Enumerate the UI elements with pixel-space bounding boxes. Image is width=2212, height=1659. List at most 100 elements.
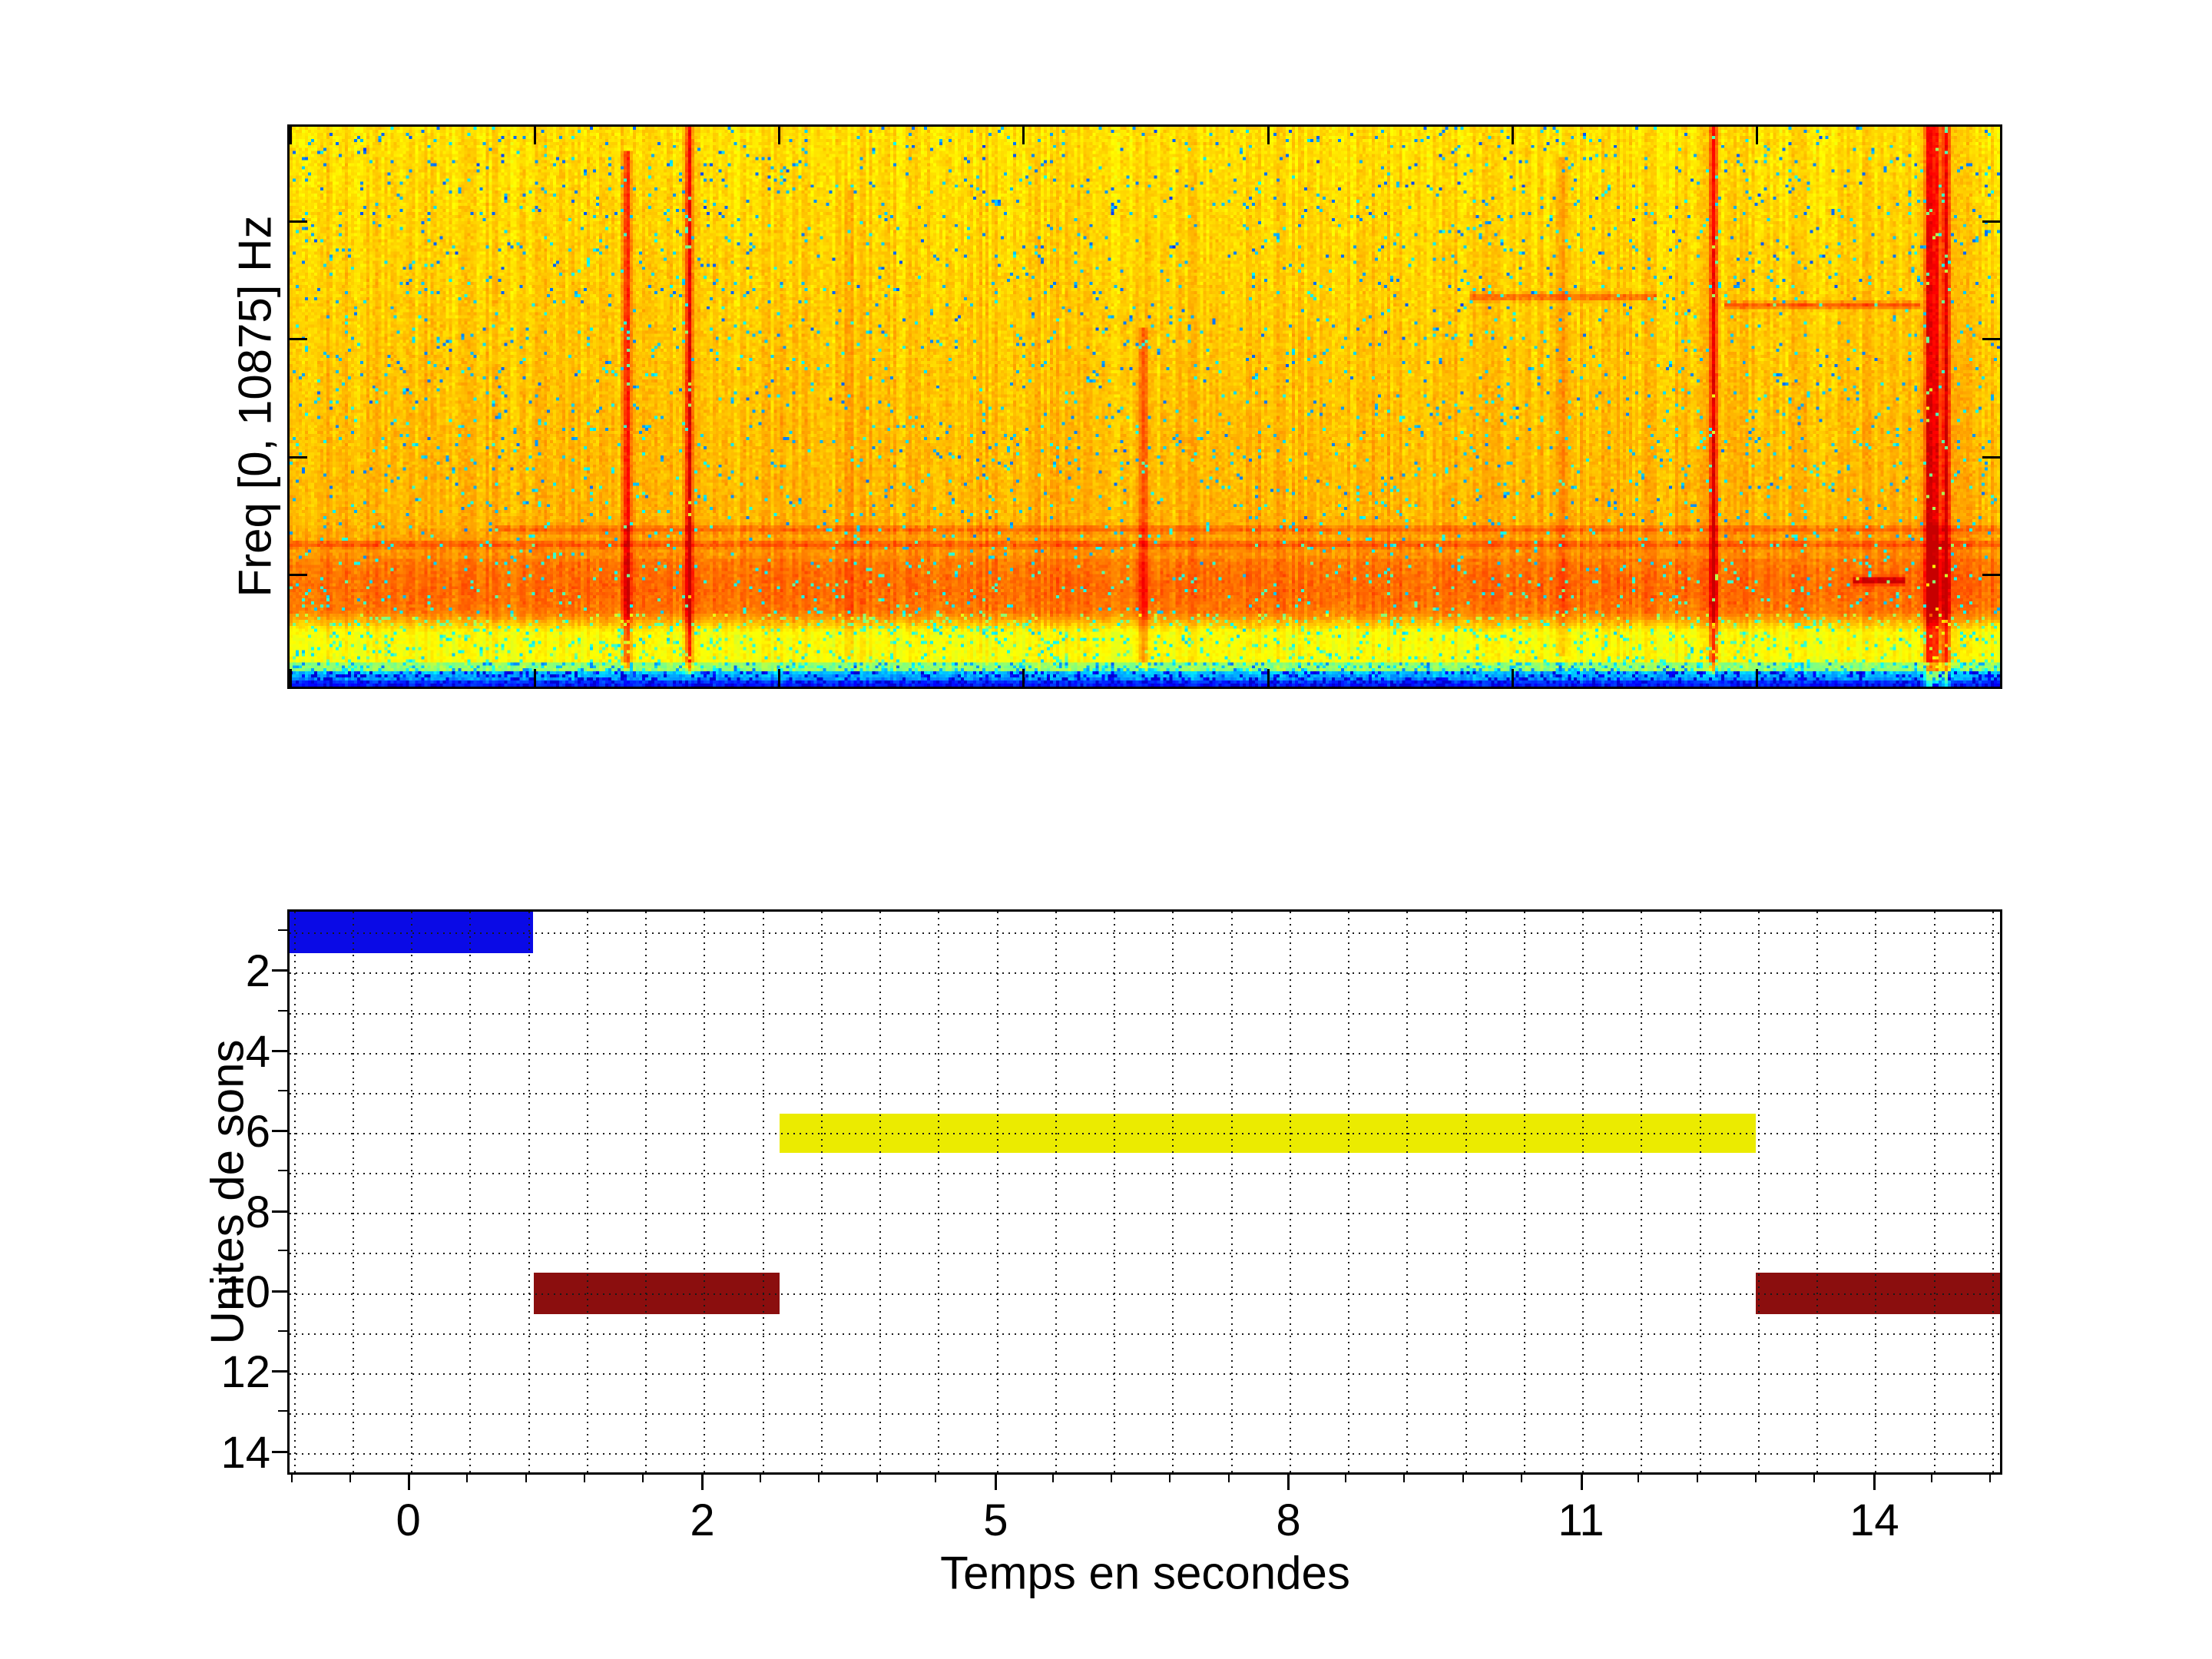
- timeline-y-minor-tick: [278, 1410, 289, 1412]
- timeline-gridline-horizontal: [290, 1253, 2000, 1255]
- timeline-gridline-vertical: [1465, 912, 1467, 1472]
- spectrogram-x-tick: [1022, 669, 1025, 687]
- timeline-gridline-vertical: [1348, 912, 1350, 1472]
- timeline-gridline-horizontal: [290, 1293, 2000, 1295]
- spectrogram-y-tick: [290, 338, 307, 340]
- spectrogram-x-tick: [1756, 127, 1758, 144]
- timeline-x-major-tick: [995, 1472, 998, 1490]
- timeline-gridline-vertical: [1172, 912, 1174, 1472]
- timeline-gridline-vertical: [1875, 912, 1877, 1472]
- y-tick-label: 8: [245, 1187, 270, 1237]
- timeline-gridline-vertical: [1582, 912, 1584, 1472]
- timeline-x-minor-tick: [583, 1472, 585, 1482]
- timeline-gridline-vertical: [879, 912, 882, 1472]
- timeline-x-minor-tick: [817, 1472, 820, 1482]
- timeline-x-minor-tick: [1462, 1472, 1464, 1482]
- timeline-y-minor-tick: [278, 1009, 289, 1012]
- timeline-y-major-tick: [272, 1129, 290, 1132]
- spectrogram-x-tick: [1267, 127, 1270, 144]
- timeline-gridline-vertical: [411, 912, 413, 1472]
- x-tick-label: 8: [1276, 1495, 1301, 1545]
- y-tick-label: 6: [245, 1106, 270, 1157]
- timeline-x-major-tick: [1287, 1472, 1290, 1490]
- spectrogram-x-tick: [290, 127, 292, 144]
- timeline-gridline-vertical: [1230, 912, 1233, 1472]
- timeline-y-minor-tick: [278, 1170, 289, 1172]
- timeline-x-minor-tick: [1111, 1472, 1113, 1482]
- timeline-x-minor-tick: [1930, 1472, 1932, 1482]
- x-tick-label: 0: [396, 1495, 421, 1545]
- timeline-gridline-vertical: [1992, 912, 1994, 1472]
- timeline-gridline-horizontal: [290, 1333, 2000, 1335]
- spectrogram-plot-area: [287, 124, 2002, 689]
- spectrogram-x-tick: [1512, 127, 1514, 144]
- timeline-gridline-vertical: [528, 912, 530, 1472]
- timeline-gridline-horizontal: [290, 972, 2000, 975]
- spectrogram-heatmap: [290, 127, 2000, 687]
- timeline-gridline-horizontal: [290, 1213, 2000, 1215]
- timeline-gridline-vertical: [586, 912, 588, 1472]
- timeline-x-minor-tick: [642, 1472, 644, 1482]
- x-tick-label: 11: [1558, 1495, 1604, 1545]
- spectrogram-y-tick: [1982, 220, 2000, 223]
- timeline-x-minor-tick: [349, 1472, 351, 1482]
- spectrogram-x-tick: [1022, 127, 1025, 144]
- timeline-gridline-horizontal: [290, 932, 2000, 935]
- timeline-gridline-horizontal: [290, 1453, 2000, 1455]
- spectrogram-x-tick: [2000, 127, 2002, 144]
- timeline-y-major-tick: [272, 1290, 290, 1293]
- timeline-plot-area: [287, 909, 2002, 1475]
- timeline-x-minor-tick: [876, 1472, 879, 1482]
- spectrogram-y-tick: [1982, 456, 2000, 459]
- timeline-x-minor-tick: [466, 1472, 469, 1482]
- timeline-gridline-vertical: [762, 912, 764, 1472]
- timeline-x-minor-tick: [1169, 1472, 1171, 1482]
- timeline-y-minor-tick: [278, 1089, 289, 1091]
- timeline-gridline-horizontal: [290, 1012, 2000, 1015]
- spectrogram-y-tick: [290, 456, 307, 459]
- timeline-gridline-vertical: [1816, 912, 1819, 1472]
- spectrogram-x-tick: [290, 669, 292, 687]
- timeline-gridline-horizontal: [290, 1373, 2000, 1375]
- timeline-y-major-tick: [272, 1451, 290, 1454]
- spectrogram-y-axis-label: Freq [0, 10875] Hz: [229, 215, 281, 598]
- timeline-x-minor-tick: [1754, 1472, 1757, 1482]
- timeline-gridline-vertical: [1289, 912, 1291, 1472]
- timeline-x-minor-tick: [1637, 1472, 1640, 1482]
- timeline-x-minor-tick: [290, 1472, 293, 1482]
- timeline-x-minor-tick: [759, 1472, 761, 1482]
- y-tick-label: 12: [220, 1347, 270, 1398]
- spectrogram-x-tick: [778, 669, 780, 687]
- timeline-x-major-tick: [407, 1472, 410, 1490]
- y-tick-label: 14: [220, 1428, 270, 1479]
- timeline-x-minor-tick: [1403, 1472, 1406, 1482]
- spectrogram-x-tick: [1756, 669, 1758, 687]
- spectrogram-x-tick: [2000, 669, 2002, 687]
- timeline-x-minor-tick: [1813, 1472, 1816, 1482]
- timeline-y-minor-tick: [278, 929, 289, 932]
- timeline-x-minor-tick: [525, 1472, 527, 1482]
- spectrogram-y-tick: [1982, 574, 2000, 576]
- timeline-gridline-horizontal: [290, 1173, 2000, 1175]
- timeline-gridline-vertical: [1055, 912, 1057, 1472]
- timeline-gridline-horizontal: [290, 1413, 2000, 1416]
- timeline-y-minor-tick: [278, 1330, 289, 1332]
- timeline-gridline-vertical: [820, 912, 823, 1472]
- timeline-gridline-vertical: [938, 912, 940, 1472]
- timeline-gridline-vertical: [1641, 912, 1643, 1472]
- timeline-gridline-vertical: [1114, 912, 1116, 1472]
- timeline-gridline-vertical: [1699, 912, 1701, 1472]
- timeline-x-axis-label: Temps en secondes: [940, 1547, 1350, 1599]
- x-tick-label: 14: [1849, 1495, 1899, 1545]
- x-tick-label: 5: [983, 1495, 1008, 1545]
- timeline-gridline-horizontal: [290, 1052, 2000, 1055]
- spectrogram-x-tick: [778, 127, 780, 144]
- timeline-gridline-vertical: [1933, 912, 1936, 1472]
- spectrogram-x-tick: [534, 127, 536, 144]
- spectrogram-y-tick: [1982, 338, 2000, 340]
- y-tick-label: 10: [220, 1267, 270, 1317]
- timeline-x-minor-tick: [1051, 1472, 1054, 1482]
- timeline-y-major-tick: [272, 1370, 290, 1373]
- timeline-x-major-tick: [701, 1472, 704, 1490]
